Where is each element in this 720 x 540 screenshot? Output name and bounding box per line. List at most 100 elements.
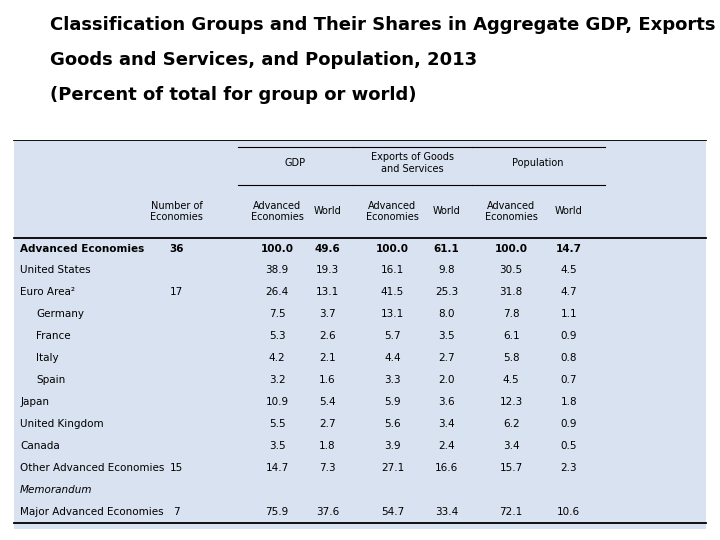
Text: 100.0: 100.0	[376, 244, 409, 254]
Text: 4.2: 4.2	[269, 353, 286, 363]
Text: 7.3: 7.3	[319, 463, 336, 473]
Text: France: France	[36, 331, 71, 341]
Text: 10.6: 10.6	[557, 507, 580, 517]
Text: 16.1: 16.1	[381, 266, 404, 275]
Text: 8.0: 8.0	[438, 309, 454, 319]
Text: 7: 7	[173, 507, 180, 517]
Text: 5.7: 5.7	[384, 331, 401, 341]
Text: Population: Population	[513, 158, 564, 168]
Text: 15.7: 15.7	[500, 463, 523, 473]
Text: 26.4: 26.4	[266, 287, 289, 298]
Text: 6.1: 6.1	[503, 331, 520, 341]
Text: Advanced
Economies: Advanced Economies	[366, 200, 419, 222]
Text: 3.4: 3.4	[503, 441, 520, 451]
Text: 3.5: 3.5	[269, 441, 286, 451]
Text: Exports of Goods
and Services: Exports of Goods and Services	[371, 152, 454, 173]
Text: 0.8: 0.8	[561, 353, 577, 363]
Text: (Percent of total for group or world): (Percent of total for group or world)	[50, 86, 417, 104]
Text: 37.6: 37.6	[316, 507, 339, 517]
Text: 1.8: 1.8	[560, 397, 577, 407]
Text: 1.8: 1.8	[319, 441, 336, 451]
Text: Canada: Canada	[20, 441, 60, 451]
Text: Italy: Italy	[36, 353, 58, 363]
Text: Advanced
Economies: Advanced Economies	[485, 200, 538, 222]
Text: Memorandum: Memorandum	[20, 485, 93, 495]
Text: Goods and Services, and Population, 2013: Goods and Services, and Population, 2013	[50, 51, 477, 69]
Text: 5.3: 5.3	[269, 331, 286, 341]
Text: Major Advanced Economies: Major Advanced Economies	[20, 507, 163, 517]
Text: 25.3: 25.3	[435, 287, 458, 298]
Text: 12.3: 12.3	[500, 397, 523, 407]
Text: 4.5: 4.5	[560, 266, 577, 275]
Text: 2.1: 2.1	[319, 353, 336, 363]
Text: 5.4: 5.4	[319, 397, 336, 407]
Text: 100.0: 100.0	[495, 244, 528, 254]
Text: 4.4: 4.4	[384, 353, 401, 363]
Text: World: World	[433, 206, 460, 217]
Text: 10.9: 10.9	[266, 397, 289, 407]
Text: 0.5: 0.5	[561, 441, 577, 451]
Text: 27.1: 27.1	[381, 463, 404, 473]
Text: 19.3: 19.3	[316, 266, 339, 275]
Text: Germany: Germany	[36, 309, 84, 319]
Text: Other Advanced Economies: Other Advanced Economies	[20, 463, 165, 473]
Text: 3.3: 3.3	[384, 375, 401, 385]
Text: GDP: GDP	[284, 158, 306, 168]
Text: 6.2: 6.2	[503, 419, 520, 429]
Text: 1.6: 1.6	[319, 375, 336, 385]
Text: 72.1: 72.1	[500, 507, 523, 517]
Text: 0.9: 0.9	[561, 419, 577, 429]
Text: Advanced Economies: Advanced Economies	[20, 244, 145, 254]
Text: 4.5: 4.5	[503, 375, 520, 385]
Text: 3.6: 3.6	[438, 397, 455, 407]
Text: 75.9: 75.9	[266, 507, 289, 517]
Text: Number of
Economies: Number of Economies	[150, 200, 203, 222]
Text: 13.1: 13.1	[381, 309, 404, 319]
Text: United States: United States	[20, 266, 91, 275]
Text: World: World	[314, 206, 341, 217]
Text: 3.9: 3.9	[384, 441, 401, 451]
Text: Euro Area²: Euro Area²	[20, 287, 75, 298]
Text: 3.4: 3.4	[438, 419, 455, 429]
Text: 36: 36	[169, 244, 184, 254]
Text: 7.5: 7.5	[269, 309, 286, 319]
Text: 3.5: 3.5	[438, 331, 455, 341]
Text: 0.9: 0.9	[561, 331, 577, 341]
Text: Classification Groups and Their Shares in Aggregate GDP, Exports of: Classification Groups and Their Shares i…	[50, 16, 720, 34]
Text: 54.7: 54.7	[381, 507, 404, 517]
Text: 100.0: 100.0	[261, 244, 294, 254]
Text: 1.1: 1.1	[560, 309, 577, 319]
Text: Japan: Japan	[20, 397, 49, 407]
Text: 2.7: 2.7	[319, 419, 336, 429]
Text: 15: 15	[170, 463, 183, 473]
Text: 7.8: 7.8	[503, 309, 520, 319]
Text: 31.8: 31.8	[500, 287, 523, 298]
Text: 41.5: 41.5	[381, 287, 404, 298]
Text: 2.6: 2.6	[319, 331, 336, 341]
Text: 2.0: 2.0	[438, 375, 454, 385]
Text: 49.6: 49.6	[315, 244, 341, 254]
Text: 14.7: 14.7	[266, 463, 289, 473]
Text: 0.7: 0.7	[561, 375, 577, 385]
Text: 5.9: 5.9	[384, 397, 401, 407]
Text: 13.1: 13.1	[316, 287, 339, 298]
Text: 2.7: 2.7	[438, 353, 455, 363]
Text: 14.7: 14.7	[556, 244, 582, 254]
Text: 16.6: 16.6	[435, 463, 458, 473]
Text: Advanced
Economies: Advanced Economies	[251, 200, 304, 222]
Text: 5.6: 5.6	[384, 419, 401, 429]
Text: 30.5: 30.5	[500, 266, 523, 275]
Text: 2.4: 2.4	[438, 441, 455, 451]
Text: 5.5: 5.5	[269, 419, 286, 429]
Text: Spain: Spain	[36, 375, 66, 385]
Text: 61.1: 61.1	[433, 244, 459, 254]
Text: 9.8: 9.8	[438, 266, 455, 275]
Text: World: World	[555, 206, 582, 217]
Text: 33.4: 33.4	[435, 507, 458, 517]
Text: 38.9: 38.9	[266, 266, 289, 275]
Text: 17: 17	[170, 287, 183, 298]
Text: 3.7: 3.7	[319, 309, 336, 319]
Text: 3.2: 3.2	[269, 375, 286, 385]
Text: 5.8: 5.8	[503, 353, 520, 363]
Text: 4.7: 4.7	[560, 287, 577, 298]
